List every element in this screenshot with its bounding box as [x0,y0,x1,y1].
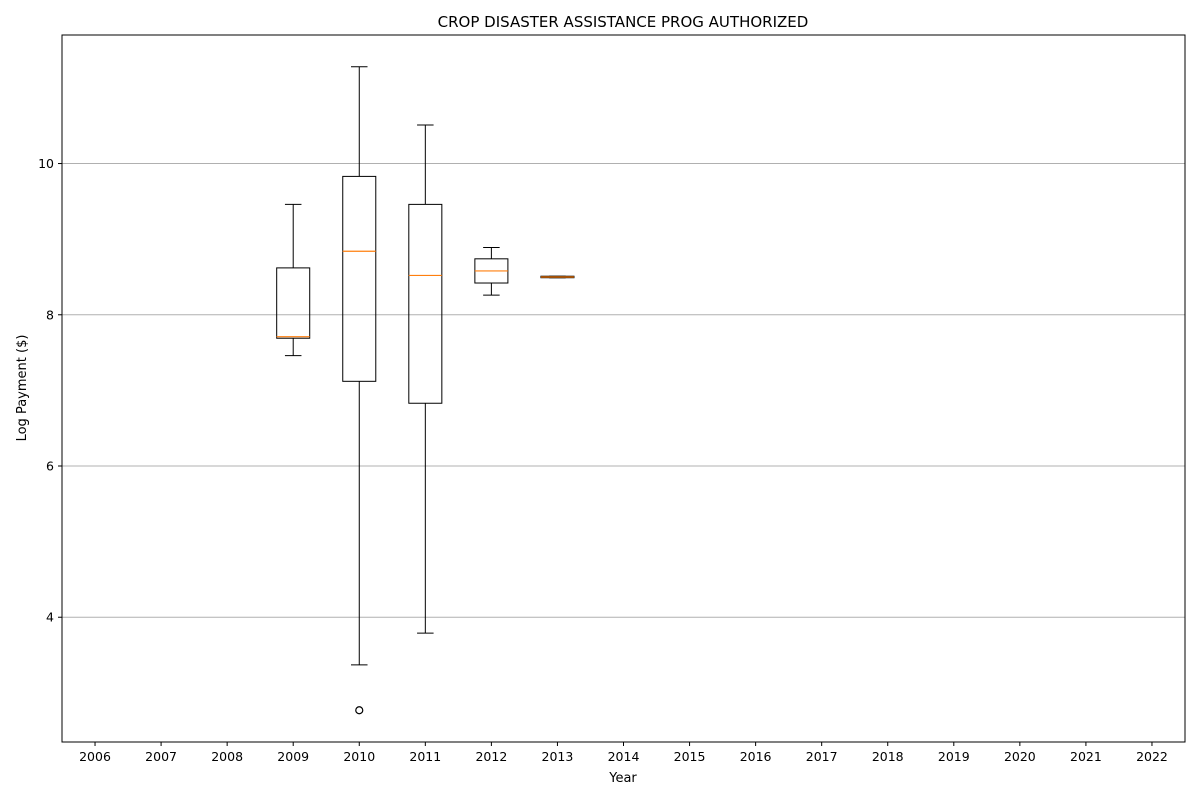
x-axis-ticks: 2006 2007 2008 2009 2010 2011 2012 2013 2014 2015… [79,742,1168,764]
grid-lines [62,163,1185,618]
x-tick-label: 2010 [343,749,375,764]
boxes [276,66,575,715]
x-tick-label: 2007 [145,749,177,764]
box-body [342,175,377,382]
x-tick-label: 2015 [674,749,706,764]
x-axis-label: Year [608,771,637,786]
y-tick-label: 4 [46,610,54,625]
y-tick-label: 10 [38,156,54,171]
x-tick-label: 2022 [1136,749,1168,764]
x-tick-label: 2019 [938,749,970,764]
x-tick-label: 2008 [211,749,243,764]
x-tick-label: 2009 [277,749,309,764]
box-2010 [342,66,377,715]
box-2009 [276,203,311,357]
x-tick-label: 2012 [475,749,507,764]
y-tick-label: 8 [46,307,54,322]
box-2011 [408,124,443,634]
x-tick-label: 2021 [1070,749,1102,764]
outlier-point [355,706,364,715]
y-axis-ticks: 4 6 8 10 [38,156,62,625]
y-axis-label: Log Payment ($) [15,335,30,442]
x-tick-label: 2011 [409,749,441,764]
x-tick-label: 2017 [806,749,838,764]
x-tick-label: 2016 [740,749,772,764]
y-tick-label: 6 [46,459,54,474]
x-tick-label: 2020 [1004,749,1036,764]
x-tick-label: 2013 [542,749,574,764]
box-2012 [474,246,509,296]
x-tick-label: 2006 [79,749,111,764]
chart-title: CROP DISASTER ASSISTANCE PROG AUTHORIZED [438,13,809,31]
box-body [276,267,311,339]
x-tick-label: 2014 [608,749,640,764]
x-tick-label: 2018 [872,749,904,764]
box-body [408,203,443,404]
box-2013 [540,275,575,279]
